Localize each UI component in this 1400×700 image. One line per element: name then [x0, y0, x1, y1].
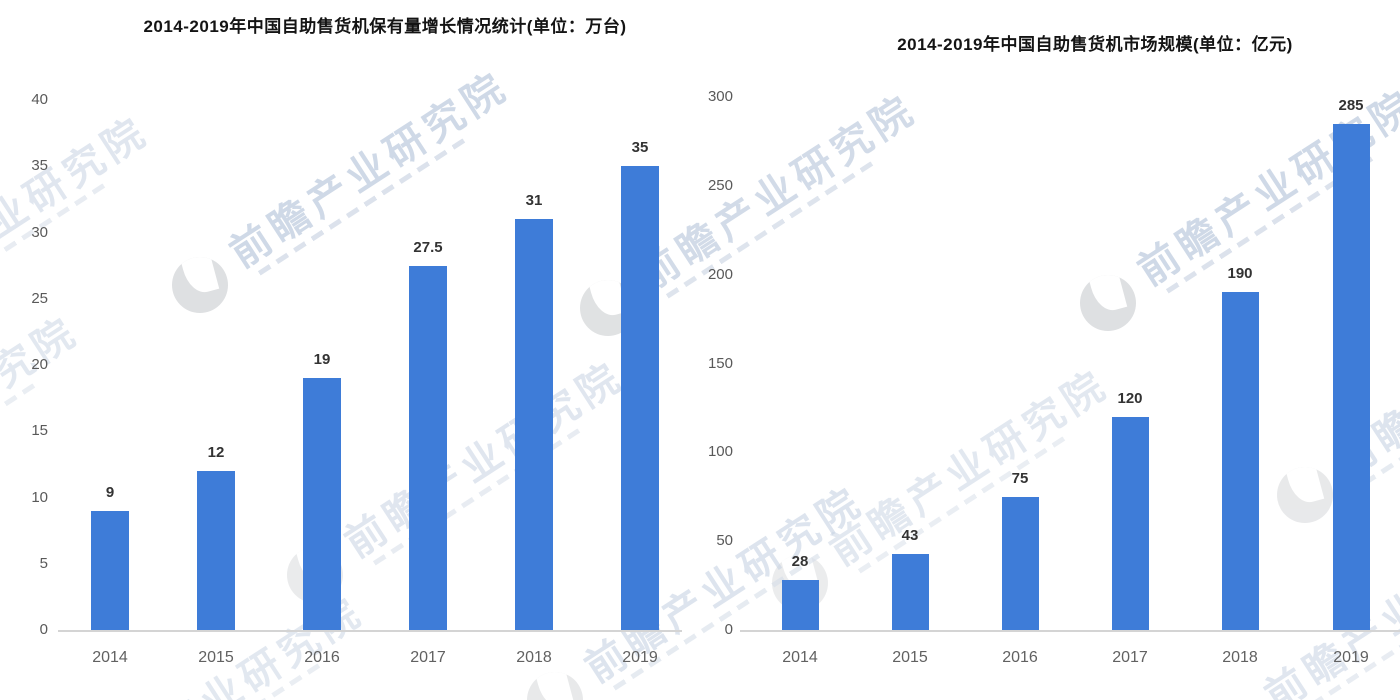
x-axis-line: [740, 630, 1400, 632]
bar-value-label: 31: [525, 192, 543, 210]
x-axis-category-label: 2018: [516, 649, 552, 666]
y-axis-tick-label: 200: [707, 265, 733, 283]
bar-2015: [891, 553, 929, 630]
y-axis-tick-label: 250: [707, 176, 733, 194]
y-axis-tick-label: 5: [39, 554, 48, 572]
y-axis-tick-label: 40: [31, 91, 48, 108]
chart-title-holdings: 2014-2019年中国自助售货机保有量增长情况统计(单位：万台): [143, 17, 627, 36]
bar-2017: [409, 265, 447, 630]
bar-value-label: 28: [791, 553, 809, 571]
bar-value-label: 120: [1117, 389, 1143, 407]
x-axis-line: [58, 630, 682, 632]
bar-2015: [197, 471, 235, 630]
x-axis-category-label: 2019: [622, 649, 658, 666]
x-axis-category-label: 2016: [304, 649, 340, 666]
bar-value-label: 285: [1338, 96, 1364, 114]
bar-2016: [1001, 496, 1039, 630]
y-axis-tick-label: 25: [31, 289, 48, 307]
bar-2017: [1111, 416, 1149, 630]
bar-2018: [515, 219, 553, 630]
y-axis-tick-label: 15: [31, 422, 48, 440]
y-axis-tick-label: 0: [39, 621, 48, 638]
chart-title-market-size: 2014-2019年中国自助售货机市场规模(单位：亿元): [897, 35, 1293, 54]
x-axis-category-label: 2015: [198, 649, 234, 666]
y-axis-tick-label: 35: [31, 157, 48, 175]
bar-2018: [1221, 292, 1259, 630]
x-axis-category-label: 2015: [892, 649, 928, 666]
bar-value-label: 9: [105, 483, 115, 501]
bar-value-label: 75: [1011, 469, 1029, 487]
bar-value-label: 27.5: [413, 238, 443, 256]
bar-2014: [91, 510, 129, 630]
bar-value-label: 19: [313, 351, 331, 369]
x-axis-category-label: 2016: [1002, 649, 1038, 666]
y-axis-tick-label: 50: [716, 532, 733, 550]
x-axis-category-label: 2017: [410, 649, 446, 666]
y-axis-tick-label: 150: [707, 354, 733, 372]
y-axis-tick-label: 100: [707, 443, 733, 461]
bar-value-label: 35: [631, 139, 649, 157]
bar-2019: [1332, 123, 1370, 630]
y-axis-tick-label: 20: [31, 356, 48, 373]
bar-value-label: 12: [207, 444, 225, 461]
bar-2016: [303, 378, 341, 630]
y-axis-tick-label: 30: [31, 223, 48, 241]
y-axis-tick-label: 0: [724, 621, 733, 638]
bar-value-label: 43: [901, 526, 919, 544]
bar-value-label: 190: [1227, 265, 1253, 283]
x-axis-category-label: 2014: [782, 649, 818, 666]
x-axis-category-label: 2019: [1333, 649, 1369, 666]
y-axis-tick-label: 300: [707, 88, 733, 105]
x-axis-category-label: 2014: [92, 649, 128, 666]
bar-2014: [781, 580, 819, 630]
y-axis-tick-label: 10: [31, 488, 48, 506]
bar-2019: [621, 166, 659, 630]
x-axis-category-label: 2018: [1222, 649, 1258, 666]
x-axis-category-label: 2017: [1112, 649, 1148, 666]
